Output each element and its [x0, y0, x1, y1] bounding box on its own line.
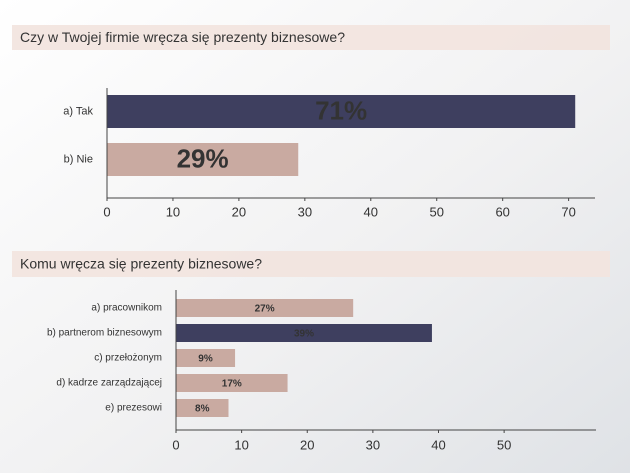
- x-tick-label: 40: [364, 204, 378, 219]
- x-tick-label: 30: [298, 204, 312, 219]
- bar: [176, 399, 229, 417]
- value-label: 39%: [294, 329, 314, 340]
- category-label: d) kadrze zarządzającej: [56, 378, 162, 389]
- x-tick-label: 0: [103, 204, 110, 219]
- value-label: 8%: [195, 404, 210, 415]
- category-label: a) Tak: [63, 105, 93, 117]
- x-tick-label: 30: [366, 437, 380, 452]
- x-tick-label: 50: [497, 437, 511, 452]
- category-label: c) przełożonym: [94, 353, 162, 364]
- bar: [176, 324, 432, 342]
- x-tick-label: 10: [234, 437, 248, 452]
- x-tick-label: 40: [431, 437, 445, 452]
- x-tick-label: 70: [561, 204, 575, 219]
- value-label: 17%: [222, 379, 242, 390]
- bar: [176, 349, 236, 367]
- value-label: 29%: [177, 143, 229, 173]
- value-label: 9%: [198, 354, 213, 365]
- x-tick-label: 0: [172, 437, 179, 452]
- category-label: b) partnerom biznesowym: [47, 328, 162, 339]
- value-label: 27%: [255, 304, 275, 315]
- category-label: e) prezesowi: [105, 403, 162, 414]
- bar: [107, 143, 299, 176]
- x-tick-label: 10: [166, 204, 180, 219]
- category-label: b) Nie: [64, 153, 93, 165]
- x-tick-label: 20: [232, 204, 246, 219]
- title-band: [12, 25, 610, 50]
- x-tick-label: 20: [300, 437, 314, 452]
- category-label: a) pracownikom: [91, 303, 162, 314]
- bar: [176, 299, 354, 317]
- chart-title: Komu wręcza się prezenty biznesowe?: [20, 256, 262, 272]
- x-tick-label: 50: [429, 204, 443, 219]
- x-tick-label: 60: [495, 204, 509, 219]
- bar: [176, 374, 288, 392]
- chart-title: Czy w Twojej firmie wręcza się prezenty …: [20, 29, 345, 45]
- bar: [107, 95, 576, 128]
- title-band: [12, 251, 610, 277]
- value-label: 71%: [315, 95, 367, 125]
